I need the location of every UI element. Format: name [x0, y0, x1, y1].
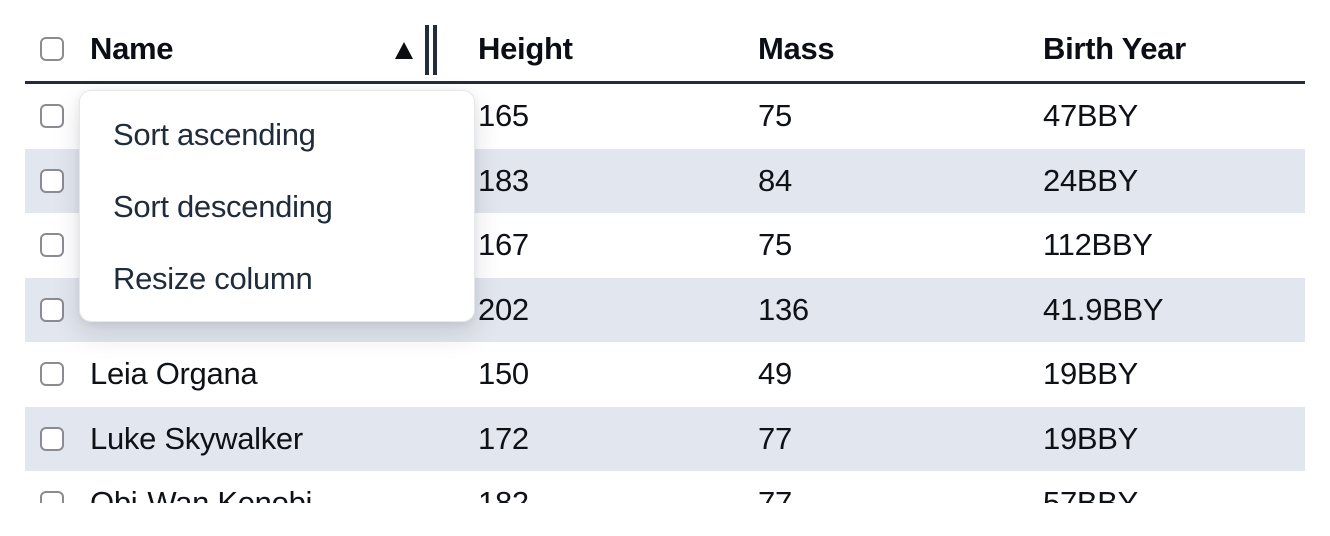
cell-height: 202 — [478, 291, 529, 327]
cell-height: 183 — [478, 162, 529, 198]
row-checkbox-cell — [25, 491, 90, 503]
cell-birth-year: 19BBY — [1043, 356, 1139, 392]
column-header-name-label: Name — [90, 30, 174, 66]
row-checkbox[interactable] — [40, 426, 64, 451]
cell-birth-year: 24BBY — [1043, 162, 1139, 198]
row-checkbox-cell — [25, 168, 90, 193]
menu-item-sort-descending[interactable]: Sort descending — [113, 189, 333, 224]
row-checkbox[interactable] — [40, 233, 64, 258]
cell-birth-year: 47BBY — [1043, 98, 1139, 134]
cell-mass: 84 — [758, 162, 792, 198]
column-header-birth-year-label: Birth Year — [1043, 30, 1186, 66]
table-row[interactable]: Luke Skywalker 172 77 19BBY — [25, 406, 1305, 471]
cell-height: 182 — [478, 485, 529, 503]
menu-item-sort-ascending[interactable]: Sort ascending — [113, 117, 316, 152]
cell-mass: 75 — [758, 227, 792, 263]
cell-height: 165 — [478, 98, 529, 134]
column-context-menu: Sort ascending Sort descending Resize co… — [79, 90, 475, 322]
row-checkbox-cell — [25, 426, 90, 451]
row-checkbox[interactable] — [40, 297, 64, 322]
cell-birth-year: 41.9BBY — [1043, 291, 1164, 327]
column-header-height[interactable]: Height — [478, 31, 758, 67]
cell-mass: 77 — [758, 420, 792, 456]
row-checkbox-cell — [25, 233, 90, 258]
row-checkbox-cell — [25, 104, 90, 129]
row-checkbox[interactable] — [40, 104, 64, 129]
row-checkbox-cell — [25, 297, 90, 322]
column-header-birth-year[interactable]: Birth Year — [1043, 31, 1305, 67]
sort-ascending-icon — [395, 42, 413, 59]
cell-name: Luke Skywalker — [90, 420, 303, 456]
column-header-name[interactable]: Name — [90, 31, 478, 67]
table-row[interactable]: Obi-Wan Kenobi 182 77 57BBY — [25, 471, 1305, 503]
column-header-height-label: Height — [478, 30, 573, 66]
row-checkbox[interactable] — [40, 168, 64, 193]
table-row[interactable]: 165 75 47BBY — [25, 84, 1305, 149]
table-row[interactable]: 167 75 112BBY — [25, 213, 1305, 278]
row-checkbox[interactable] — [40, 491, 64, 503]
column-header-mass-label: Mass — [758, 30, 835, 66]
cell-height: 172 — [478, 420, 529, 456]
table-row[interactable]: Leia Organa 150 49 19BBY — [25, 342, 1305, 407]
header-checkbox-cell — [25, 36, 90, 61]
cell-mass: 49 — [758, 356, 792, 392]
column-resize-handle-icon[interactable] — [425, 25, 437, 75]
cell-mass: 75 — [758, 98, 792, 134]
cell-birth-year: 57BBY — [1043, 485, 1139, 503]
menu-item-resize-column[interactable]: Resize column — [113, 261, 313, 296]
select-all-checkbox[interactable] — [40, 36, 64, 61]
cell-height: 150 — [478, 356, 529, 392]
column-header-mass[interactable]: Mass — [758, 31, 1043, 67]
row-checkbox[interactable] — [40, 362, 64, 387]
cell-birth-year: 112BBY — [1043, 227, 1153, 263]
cell-mass: 77 — [758, 485, 792, 503]
cell-name: Obi-Wan Kenobi — [90, 485, 313, 503]
cell-birth-year: 19BBY — [1043, 420, 1139, 456]
table-header-row: Name Height Mass Birth Year — [25, 0, 1305, 84]
cell-mass: 136 — [758, 291, 809, 327]
row-checkbox-cell — [25, 362, 90, 387]
cell-name: Leia Organa — [90, 356, 258, 392]
cell-height: 167 — [478, 227, 529, 263]
